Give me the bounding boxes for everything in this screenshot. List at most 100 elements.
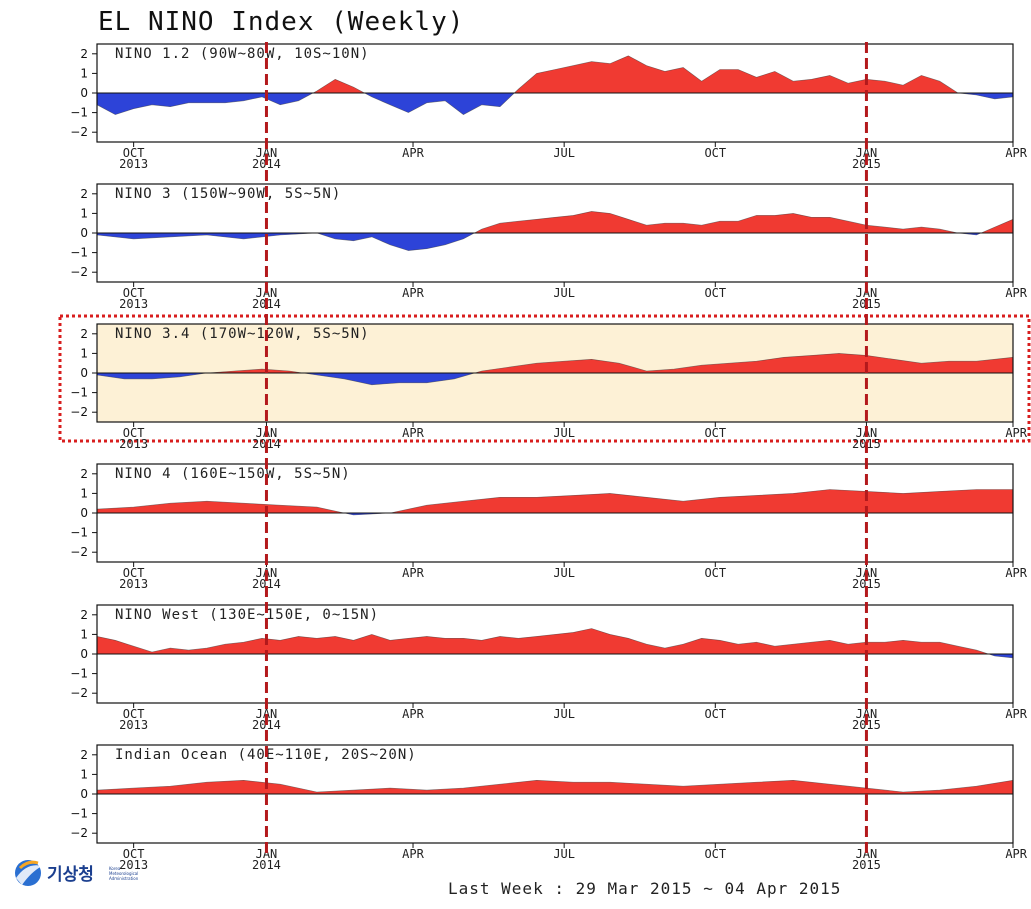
x-tick-label: APR (402, 847, 424, 861)
y-tick-label: −1 (70, 106, 88, 120)
negative-anomaly-area (97, 233, 1013, 251)
x-tick-label: APR (402, 146, 424, 160)
x-tick-label: APR (402, 426, 424, 440)
x-tick-label: JAN (256, 847, 278, 861)
x-tick-label: OCT (704, 566, 726, 580)
x-tick-label: APR (402, 707, 424, 721)
kma-logo-subtext-3: Administration (109, 876, 139, 881)
y-tick-label: 0 (80, 647, 88, 661)
last-week-label: Last Week : 29 Mar 2015 ~ 04 Apr 2015 (448, 879, 841, 898)
panel-title: NINO 1.2 (90W~80W, 10S~10N) (115, 46, 370, 62)
y-tick-label: 0 (80, 86, 88, 100)
x-tick-label: OCT (123, 426, 145, 440)
kma-logo-accent (18, 860, 39, 870)
positive-anomaly-area (97, 628, 1013, 654)
x-tick-label: 2013 (119, 437, 148, 451)
x-tick-label: OCT (704, 847, 726, 861)
y-tick-label: 2 (80, 47, 88, 61)
chart-panels: NINO 1.2 (90W~80W, 10S~10N)210−1−2OCT201… (58, 43, 1031, 872)
y-tick-label: 2 (80, 467, 88, 481)
x-tick-label: JUL (553, 847, 575, 861)
y-tick-label: −1 (70, 386, 88, 400)
positive-anomaly-area (97, 489, 1013, 513)
x-tick-label: 2014 (252, 577, 281, 591)
x-tick-label: OCT (123, 146, 145, 160)
x-tick-label: 2015 (852, 858, 881, 872)
positive-anomaly-area (97, 211, 1013, 233)
panel-5: NINO West (130E~150E, 0~15N)210−1−2OCT20… (70, 604, 1028, 732)
y-tick-label: −2 (70, 545, 88, 559)
kma-logo-subtext-1: Korea (109, 866, 121, 871)
x-tick-label: 2014 (252, 858, 281, 872)
kma-logo-text: 기상청 (47, 864, 94, 885)
index-line (96, 55, 1014, 115)
index-line (96, 211, 1014, 251)
x-tick-label: APR (402, 566, 424, 580)
x-tick-label: 2013 (119, 718, 148, 732)
y-tick-label: 0 (80, 787, 88, 801)
panel-title: NINO 3.4 (170W~120W, 5S~5N) (115, 326, 370, 342)
positive-anomaly-area (97, 780, 1013, 794)
x-tick-label: OCT (704, 146, 726, 160)
x-tick-label: APR (1005, 286, 1027, 300)
index-line (96, 628, 1014, 659)
index-line (96, 779, 1014, 793)
x-tick-label: 2013 (119, 577, 148, 591)
x-tick-label: OCT (123, 707, 145, 721)
y-tick-label: 2 (80, 608, 88, 622)
panel-1: NINO 1.2 (90W~80W, 10S~10N)210−1−2OCT201… (70, 43, 1028, 171)
x-tick-label: 2015 (852, 577, 881, 591)
panel-title: NINO 4 (160E~150W, 5S~5N) (115, 466, 351, 482)
x-tick-label: OCT (704, 286, 726, 300)
highlight-border (58, 314, 1031, 443)
y-tick-label: 1 (80, 486, 88, 500)
panel-6: Indian Ocean (40E~110E, 20S~20N)210−1−2O… (70, 744, 1028, 872)
kma-logo-subtext-2: Meteorological (109, 871, 138, 876)
x-tick-label: APR (1005, 707, 1027, 721)
y-tick-label: −2 (70, 405, 88, 419)
kma-logo-swoosh (16, 865, 42, 885)
y-tick-label: −2 (70, 826, 88, 840)
kma-logo: 기상청 Korea Meteorological Administration (15, 860, 139, 886)
x-tick-label: APR (1005, 426, 1027, 440)
y-tick-label: 0 (80, 226, 88, 240)
y-tick-label: 1 (80, 767, 88, 781)
y-tick-label: 2 (80, 187, 88, 201)
y-tick-label: −2 (70, 686, 88, 700)
x-tick-label: OCT (123, 286, 145, 300)
x-tick-label: JUL (553, 426, 575, 440)
x-tick-label: APR (1005, 566, 1027, 580)
y-tick-label: 1 (80, 627, 88, 641)
y-tick-label: 0 (80, 506, 88, 520)
year-boundary-lines (264, 42, 868, 855)
x-tick-label: OCT (704, 707, 726, 721)
y-tick-label: 1 (80, 346, 88, 360)
negative-anomaly-area (97, 373, 1013, 385)
panel-2: NINO 3 (150W~90W, 5S~5N)210−1−2OCT2013JA… (70, 183, 1028, 311)
panel-4: NINO 4 (160E~150W, 5S~5N)210−1−2OCT2013J… (70, 463, 1028, 591)
y-tick-label: 0 (80, 366, 88, 380)
y-tick-label: −1 (70, 246, 88, 260)
y-tick-label: −1 (70, 526, 88, 540)
x-tick-label: 2013 (119, 858, 148, 872)
x-tick-label: 2013 (119, 297, 148, 311)
y-tick-label: −2 (70, 265, 88, 279)
positive-anomaly-area (97, 55, 1013, 93)
chart-title: EL NINO Index (Weekly) (98, 7, 464, 37)
x-tick-label: JAN (256, 146, 278, 160)
x-tick-label: OCT (123, 566, 145, 580)
x-tick-label: OCT (704, 426, 726, 440)
x-tick-label: OCT (123, 847, 145, 861)
x-tick-label: JAN (856, 847, 878, 861)
y-tick-label: 1 (80, 206, 88, 220)
x-tick-label: APR (1005, 146, 1027, 160)
negative-anomaly-area (97, 93, 1013, 115)
y-tick-label: 1 (80, 66, 88, 80)
panel-title: NINO West (130E~150E, 0~15N) (115, 607, 379, 623)
x-tick-label: 2013 (119, 157, 148, 171)
x-tick-label: JUL (553, 707, 575, 721)
x-tick-label: JUL (553, 146, 575, 160)
x-tick-label: JAN (856, 146, 878, 160)
positive-anomaly-area (97, 353, 1013, 373)
